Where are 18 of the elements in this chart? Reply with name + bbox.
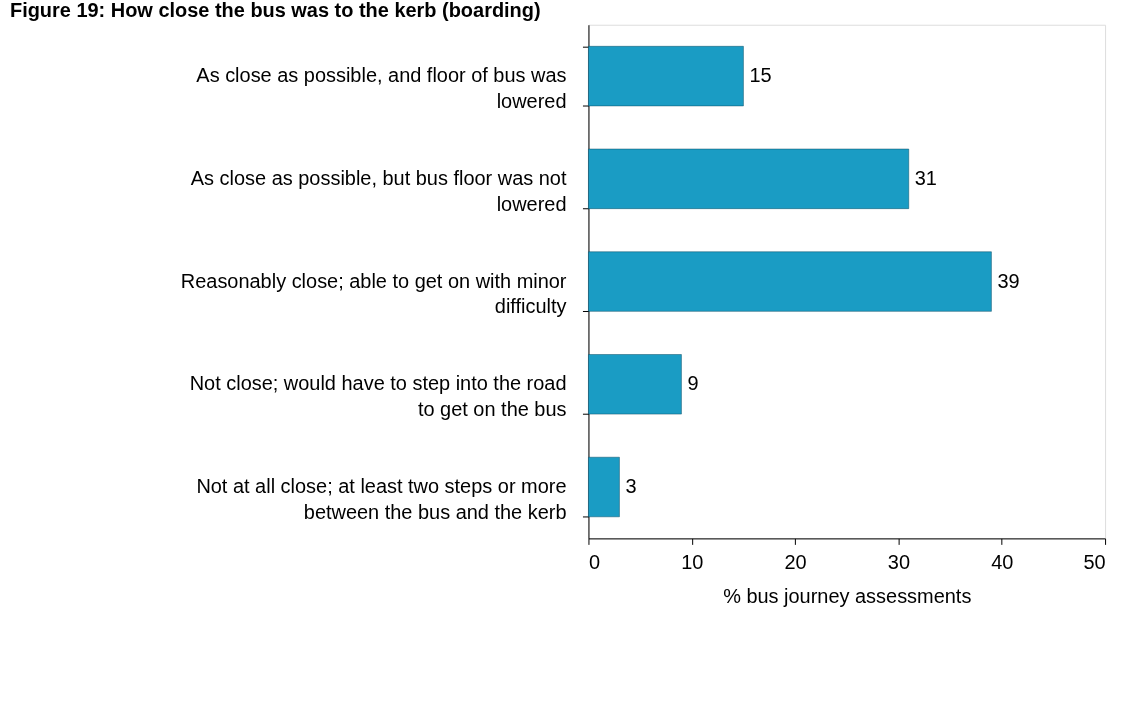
y-tick-label: Reasonably close; able to get on with minor difficulty xyxy=(180,269,567,318)
x-tick-label: 10 xyxy=(681,550,704,573)
data-label: 3 xyxy=(625,475,637,497)
y-tick-label: Not at all close; at least two steps or more between the bus and the kerb xyxy=(196,475,567,523)
y-tick-label: Not close; would have to step into the road to get on the bus xyxy=(189,372,567,421)
y-tick-label: As close as possible, and floor of bus was lowered xyxy=(196,64,567,113)
x-tick-label: 0 xyxy=(588,550,601,573)
x-axis-title: % bus journey assessments xyxy=(723,584,972,607)
x-tick-label: 30 xyxy=(887,550,911,573)
data-label: 9 xyxy=(687,372,699,395)
data-label: 31 xyxy=(914,166,937,189)
data-label: 39 xyxy=(997,269,1020,292)
data-label: 15 xyxy=(749,64,772,87)
x-tick-label: 50 xyxy=(1083,550,1106,573)
text: Figure 19: How close the bus was to the kerb (boarding) xyxy=(9,0,541,21)
x-tick-label: 20 xyxy=(784,550,807,573)
y-tick-label: As close as possible, but bus floor was not lowered xyxy=(190,166,567,215)
x-tick-label: 40 xyxy=(991,550,1014,573)
